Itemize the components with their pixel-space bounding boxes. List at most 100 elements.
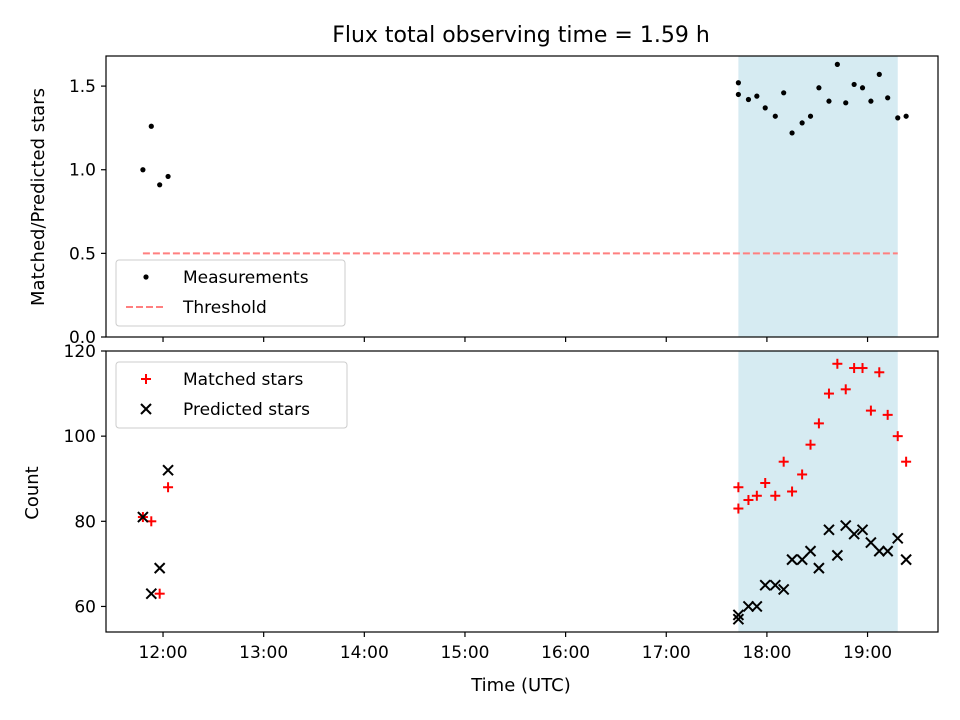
top-measurements-point-10: [781, 90, 787, 96]
bottom-y-axis-label: Count: [22, 466, 43, 519]
bottom-shaded-span: [738, 351, 898, 632]
top-measurements-point-12: [799, 120, 805, 126]
bottom-matched-stars-point-16: [832, 358, 843, 369]
bottom-legend-predicted-stars-swatch-b: [140, 403, 152, 415]
bottom-predicted-stars-point-0: [137, 511, 149, 523]
bottom-predicted-stars-point-20: [865, 536, 877, 549]
top-measurements-point-23: [895, 115, 901, 121]
top-measurements-point-2: [157, 182, 163, 188]
bottom-matched-stars-point-24: [901, 456, 912, 467]
bottom-predicted-stars-point-23-b: [892, 532, 904, 545]
bottom-predicted-stars-point-24: [900, 553, 912, 566]
top-measurements-point-15: [826, 98, 832, 104]
bottom-matched-stars-point-2: [154, 588, 165, 599]
bottom-predicted-stars-point-4: [732, 609, 745, 621]
bottom-predicted-stars-point-6-b: [742, 600, 755, 613]
bottom-predicted-stars-point-3-b: [162, 464, 174, 476]
bottom-predicted-stars-point-10-b: [777, 583, 790, 596]
top-y-tick-label-0: 0.0: [69, 328, 96, 348]
bottom-predicted-stars-point-3: [162, 464, 174, 476]
bottom-matched-stars-point-18: [849, 363, 860, 374]
bottom-matched-stars-point-10: [778, 456, 789, 467]
top-measurements-point-0: [140, 167, 146, 173]
top-measurements-point-1: [148, 123, 154, 129]
bottom-predicted-stars-point-12: [796, 553, 808, 566]
x-tick-label-7: 19:00: [843, 643, 892, 663]
top-measurements-point-14: [816, 85, 822, 91]
top-measurements-point-6: [745, 96, 752, 103]
bottom-matched-stars-point-7: [751, 490, 762, 501]
top-legend-measurements-swatch: [143, 274, 149, 280]
top-measurements-point-22: [885, 95, 891, 101]
bottom-predicted-stars-point-5: [732, 613, 745, 625]
top-measurements-point-19: [859, 85, 866, 91]
bottom-predicted-stars-point-9-b: [769, 579, 781, 591]
bottom-legend: Matched stars Predicted stars: [115, 361, 348, 429]
bottom-predicted-stars-point-7-b: [751, 600, 763, 613]
bottom-predicted-stars-point-9: [769, 579, 781, 591]
bottom-predicted-stars-point-21-b: [873, 545, 885, 557]
top-measurements-point-21: [876, 71, 882, 77]
x-tick-label-6: 18:00: [742, 643, 791, 663]
bottom-predicted-stars-point-23: [892, 532, 904, 545]
bottom-predicted-stars-point-2-b: [153, 562, 166, 574]
bottom-legend-matched-stars-swatch: [141, 374, 151, 384]
top-measurements-point-18: [851, 81, 857, 88]
top-measurements-point-8: [762, 105, 768, 111]
bottom-y-tick-label-0: 60: [74, 597, 96, 617]
top-measurements-point-7: [754, 93, 760, 99]
bottom-predicted-stars-point-18-b: [848, 528, 860, 540]
bottom-predicted-stars-point-15-b: [823, 524, 835, 536]
top-measurements-point-13: [807, 113, 814, 119]
top-measurements-point-3: [165, 173, 171, 180]
bottom-matched-stars-point-23: [892, 431, 903, 442]
bottom-predicted-stars-point-0-b: [137, 511, 149, 523]
bottom-predicted-stars-point-20-b: [865, 536, 877, 549]
bottom-matched-stars-point-14: [813, 418, 824, 429]
bottom-predicted-stars-point-22-b: [881, 545, 894, 557]
bottom-predicted-stars-point-11-b: [786, 553, 798, 566]
bottom-predicted-stars-point-4-b: [732, 609, 745, 621]
top-measurements-point-4: [735, 80, 741, 86]
bottom-predicted-stars-point-7: [751, 600, 763, 613]
bottom-predicted-stars-point-17-b: [840, 519, 852, 532]
top-legend: Measurements Threshold: [115, 259, 346, 327]
bottom-y-tick-label-1: 80: [74, 512, 96, 532]
bottom-matched-stars-point-6: [743, 495, 754, 506]
bottom-predicted-stars-point-13-b: [804, 545, 817, 557]
x-axis-label: Time (UTC): [470, 675, 571, 696]
top-measurements-point-9: [772, 113, 778, 119]
top-legend-box: [115, 259, 346, 327]
bottom-matched-stars-point-9: [770, 490, 781, 501]
top-measurements-point-16: [834, 61, 840, 67]
bottom-predicted-stars-point-15: [823, 524, 835, 536]
top-y-tick-label-2: 1.0: [69, 161, 96, 181]
bottom-matched-stars-point-19: [857, 363, 868, 374]
bottom-legend-predicted-stars-swatch: [140, 403, 152, 415]
bottom-y-tick-label-2: 100: [64, 427, 96, 447]
bottom-legend-box: [115, 361, 348, 429]
x-tick-label-0: 12:00: [139, 643, 188, 663]
top-panel: 0.0 0.5 1.0 1.5 Measurements Threshold: [69, 55, 939, 348]
bottom-predicted-stars-point-16: [831, 549, 844, 562]
bottom-matched-stars-point-8: [760, 477, 771, 488]
top-measurements-point-20: [868, 98, 874, 104]
bottom-panel: 60 80 100 120 12:00 13:00 14:00 15:00 16:00 17:00…: [64, 342, 939, 663]
top-y-tick-label-3: 1.5: [69, 77, 96, 97]
top-legend-measurements-label: Measurements: [183, 268, 309, 288]
x-tick-label-3: 15:00: [440, 643, 489, 663]
bottom-predicted-stars-point-2: [153, 562, 166, 574]
bottom-matched-stars-point-11: [787, 486, 798, 497]
bottom-predicted-stars-point-8-b: [759, 579, 771, 591]
bottom-matched-stars-point-3: [163, 482, 174, 493]
bottom-matched-stars-point-20: [865, 405, 876, 416]
top-legend-threshold-label: Threshold: [182, 298, 267, 318]
bottom-axes-frame: [105, 350, 939, 633]
x-tick-label-1: 13:00: [239, 643, 288, 663]
bottom-predicted-stars-point-6: [742, 600, 755, 613]
top-measurements-point-24: [903, 113, 909, 119]
bottom-predicted-stars-point-16-b: [831, 549, 844, 562]
bottom-predicted-stars-point-18: [848, 528, 860, 540]
top-measurements-point-5: [735, 91, 741, 98]
